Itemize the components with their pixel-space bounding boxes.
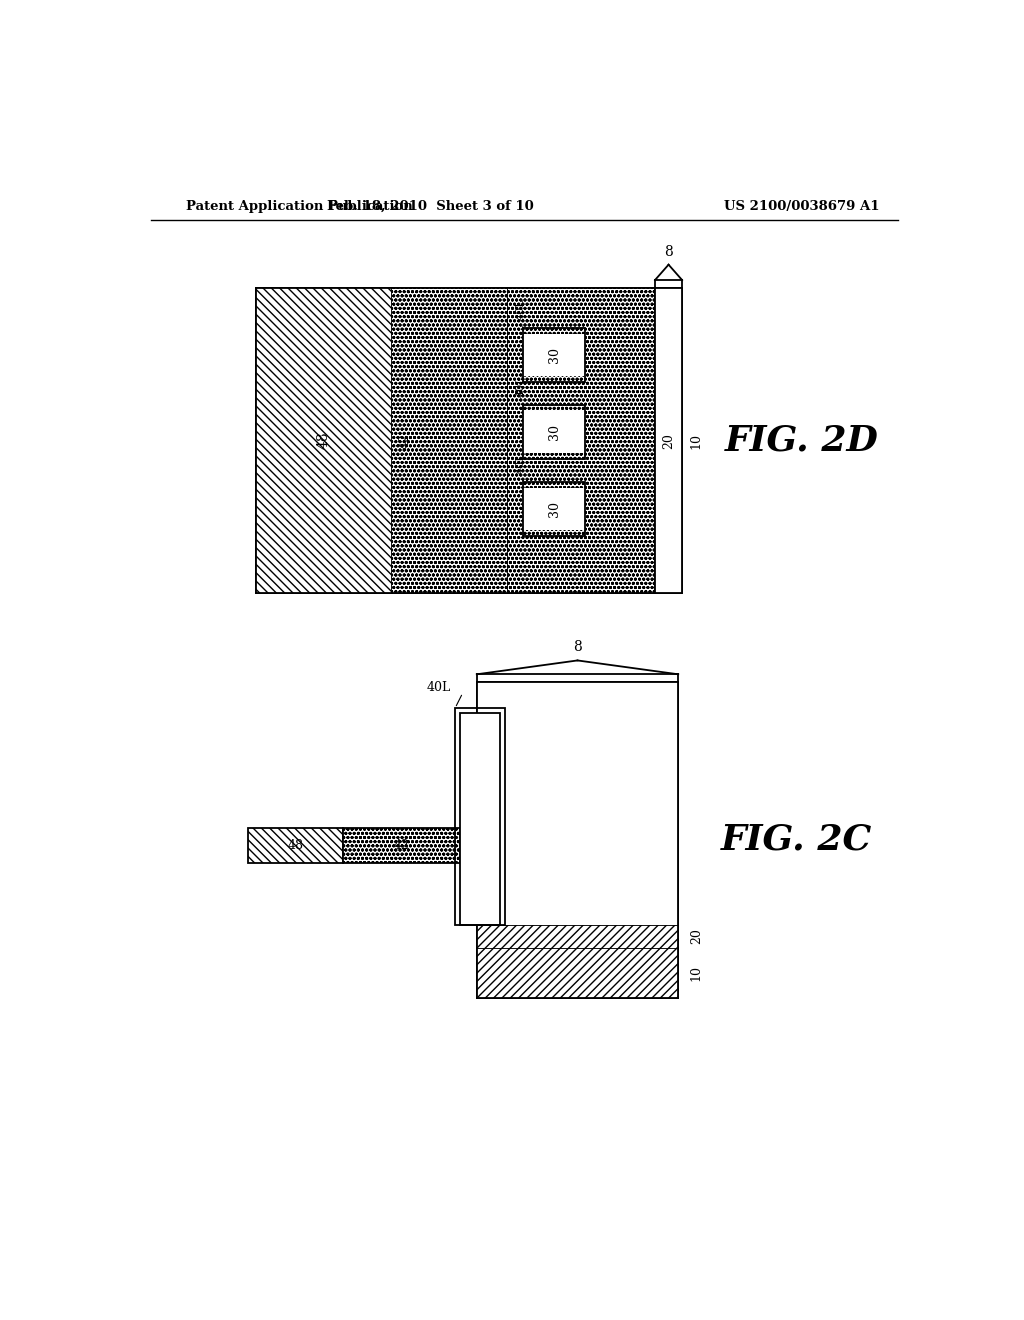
Text: 40L: 40L xyxy=(516,375,526,397)
Bar xyxy=(477,924,678,948)
Text: 30: 30 xyxy=(548,424,561,440)
Text: 8: 8 xyxy=(665,244,673,259)
Text: 10: 10 xyxy=(689,433,702,449)
Text: FIG. 2D: FIG. 2D xyxy=(725,424,879,458)
Text: 30: 30 xyxy=(548,500,561,516)
Bar xyxy=(523,376,586,381)
Text: 48: 48 xyxy=(288,840,304,853)
Bar xyxy=(477,948,678,998)
Bar xyxy=(523,529,586,536)
Bar xyxy=(523,482,586,536)
Bar xyxy=(256,288,682,594)
Text: 20: 20 xyxy=(663,433,675,449)
Text: 42: 42 xyxy=(393,840,410,853)
Bar xyxy=(477,682,678,998)
Text: 30: 30 xyxy=(473,810,486,826)
Bar xyxy=(523,453,586,459)
Text: Feb. 18, 2010  Sheet 3 of 10: Feb. 18, 2010 Sheet 3 of 10 xyxy=(327,199,534,213)
Bar xyxy=(523,405,586,411)
Bar xyxy=(508,288,655,594)
Bar xyxy=(523,405,586,459)
Bar xyxy=(460,713,500,924)
Text: 30: 30 xyxy=(548,347,561,363)
Bar xyxy=(477,682,678,924)
Bar xyxy=(391,288,508,594)
Text: 48: 48 xyxy=(316,432,331,449)
Text: 10: 10 xyxy=(690,965,702,981)
Bar xyxy=(523,327,586,381)
Bar xyxy=(655,288,682,594)
Bar xyxy=(523,482,586,536)
Bar xyxy=(343,829,460,863)
Bar xyxy=(523,327,586,381)
Text: 40L: 40L xyxy=(516,453,526,474)
Text: 8: 8 xyxy=(573,640,582,655)
Text: 40L: 40L xyxy=(516,298,526,321)
Bar xyxy=(248,829,343,863)
Text: 40L: 40L xyxy=(427,681,452,694)
Text: 20: 20 xyxy=(690,928,702,944)
Bar xyxy=(523,405,586,459)
Text: Patent Application Publication: Patent Application Publication xyxy=(186,199,413,213)
Text: US 2100/0038679 A1: US 2100/0038679 A1 xyxy=(725,199,880,213)
Text: 42: 42 xyxy=(399,433,412,449)
Bar xyxy=(523,327,586,334)
Text: FIG. 2C: FIG. 2C xyxy=(721,822,872,857)
Bar xyxy=(256,288,391,594)
Bar xyxy=(455,708,505,924)
Bar xyxy=(523,482,586,488)
